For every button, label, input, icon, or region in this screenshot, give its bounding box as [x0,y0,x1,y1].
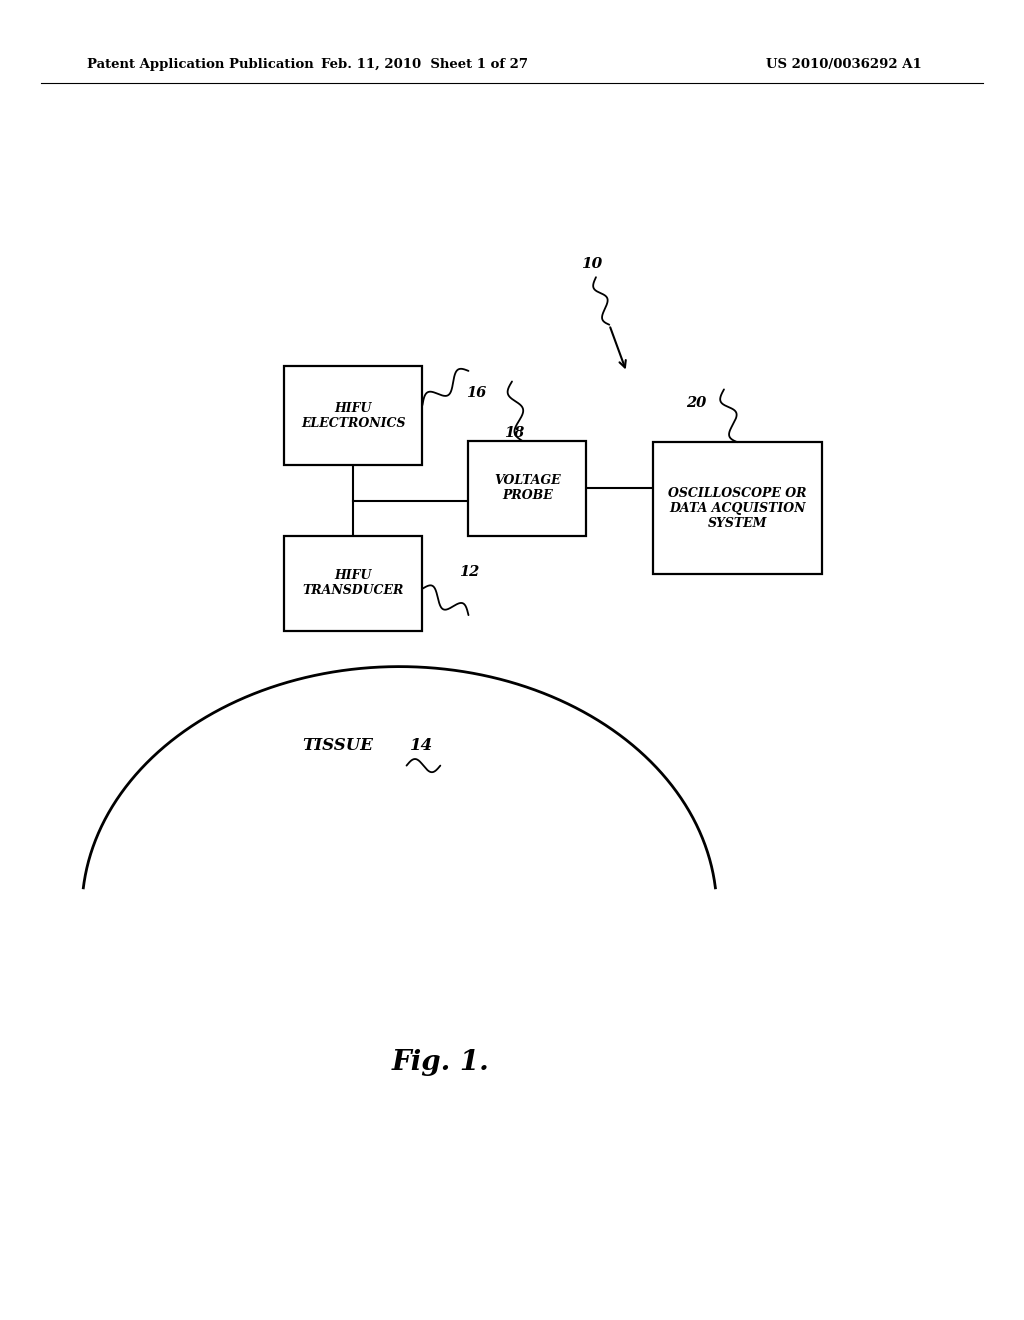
Text: HIFU
TRANSDUCER: HIFU TRANSDUCER [303,569,403,598]
Text: 16: 16 [466,387,486,400]
Text: 18: 18 [504,426,524,440]
Text: 10: 10 [582,257,602,271]
Text: Patent Application Publication: Patent Application Publication [87,58,313,71]
Text: OSCILLOSCOPE OR
DATA ACQUISTION
SYSTEM: OSCILLOSCOPE OR DATA ACQUISTION SYSTEM [668,487,807,529]
Text: 12: 12 [459,565,479,578]
Text: TISSUE: TISSUE [302,738,374,754]
Text: Fig. 1.: Fig. 1. [391,1049,489,1076]
Text: 20: 20 [686,396,707,409]
Text: US 2010/0036292 A1: US 2010/0036292 A1 [766,58,922,71]
FancyBboxPatch shape [653,442,821,574]
Text: 14: 14 [410,738,433,754]
FancyBboxPatch shape [284,366,422,465]
FancyBboxPatch shape [284,536,422,631]
Text: VOLTAGE
PROBE: VOLTAGE PROBE [494,474,561,503]
FancyBboxPatch shape [469,441,586,536]
Text: Feb. 11, 2010  Sheet 1 of 27: Feb. 11, 2010 Sheet 1 of 27 [322,58,528,71]
Text: HIFU
ELECTRONICS: HIFU ELECTRONICS [301,401,406,430]
